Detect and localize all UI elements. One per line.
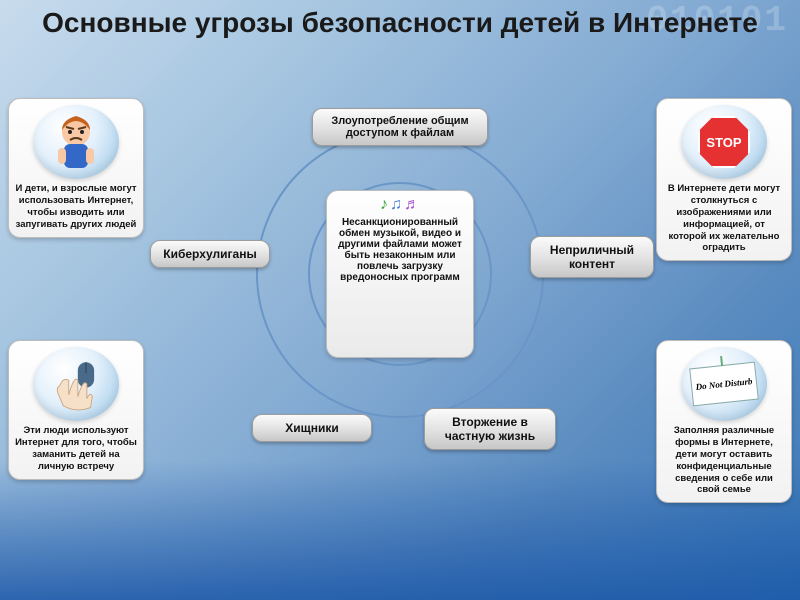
pill-privacy-invasion: Вторжение в частную жизнь xyxy=(424,408,556,450)
card-cyberbullies-text: И дети, и взрослые могут использовать Ин… xyxy=(15,183,137,231)
music-notes-icon: ♪ ♫ ♬ xyxy=(333,197,467,213)
card-privacy-text: Заполняя различные формы в Интернете, де… xyxy=(663,425,785,496)
card-predators: Эти люди используют Интернет для того, ч… xyxy=(8,340,144,480)
center-description-text: Несанкционированный обмен музыкой, видео… xyxy=(333,217,467,283)
pill-predators: Хищники xyxy=(252,414,372,442)
card-inappropriate-text: В Интернете дети могут столкнуться с изо… xyxy=(663,183,785,254)
center-description-box: ♪ ♫ ♬ Несанкционированный обмен музыкой,… xyxy=(326,190,474,358)
card-predators-text: Эти люди используют Интернет для того, ч… xyxy=(15,425,137,473)
stop-sign-label: STOP xyxy=(706,135,741,150)
card-cyberbullies: И дети, и взрослые могут использовать Ин… xyxy=(8,98,144,238)
stop-sign-icon: STOP xyxy=(681,105,767,179)
center-top-label: Злоупотребление общим доступом к файлам xyxy=(312,108,488,146)
card-privacy: Do Not Disturb Заполняя различные формы … xyxy=(656,340,792,503)
card-inappropriate-content: STOP В Интернете дети могут столкнуться … xyxy=(656,98,792,261)
do-not-disturb-icon: Do Not Disturb xyxy=(681,347,767,421)
hand-mouse-icon xyxy=(33,347,119,421)
angry-boy-icon xyxy=(33,105,119,179)
dnd-label: Do Not Disturb xyxy=(695,376,753,392)
pill-cyberbullies: Киберхулиганы xyxy=(150,240,270,268)
page-title: Основные угрозы безопасности детей в Инт… xyxy=(0,8,800,39)
pill-inappropriate-content: Неприличный контент xyxy=(530,236,654,278)
